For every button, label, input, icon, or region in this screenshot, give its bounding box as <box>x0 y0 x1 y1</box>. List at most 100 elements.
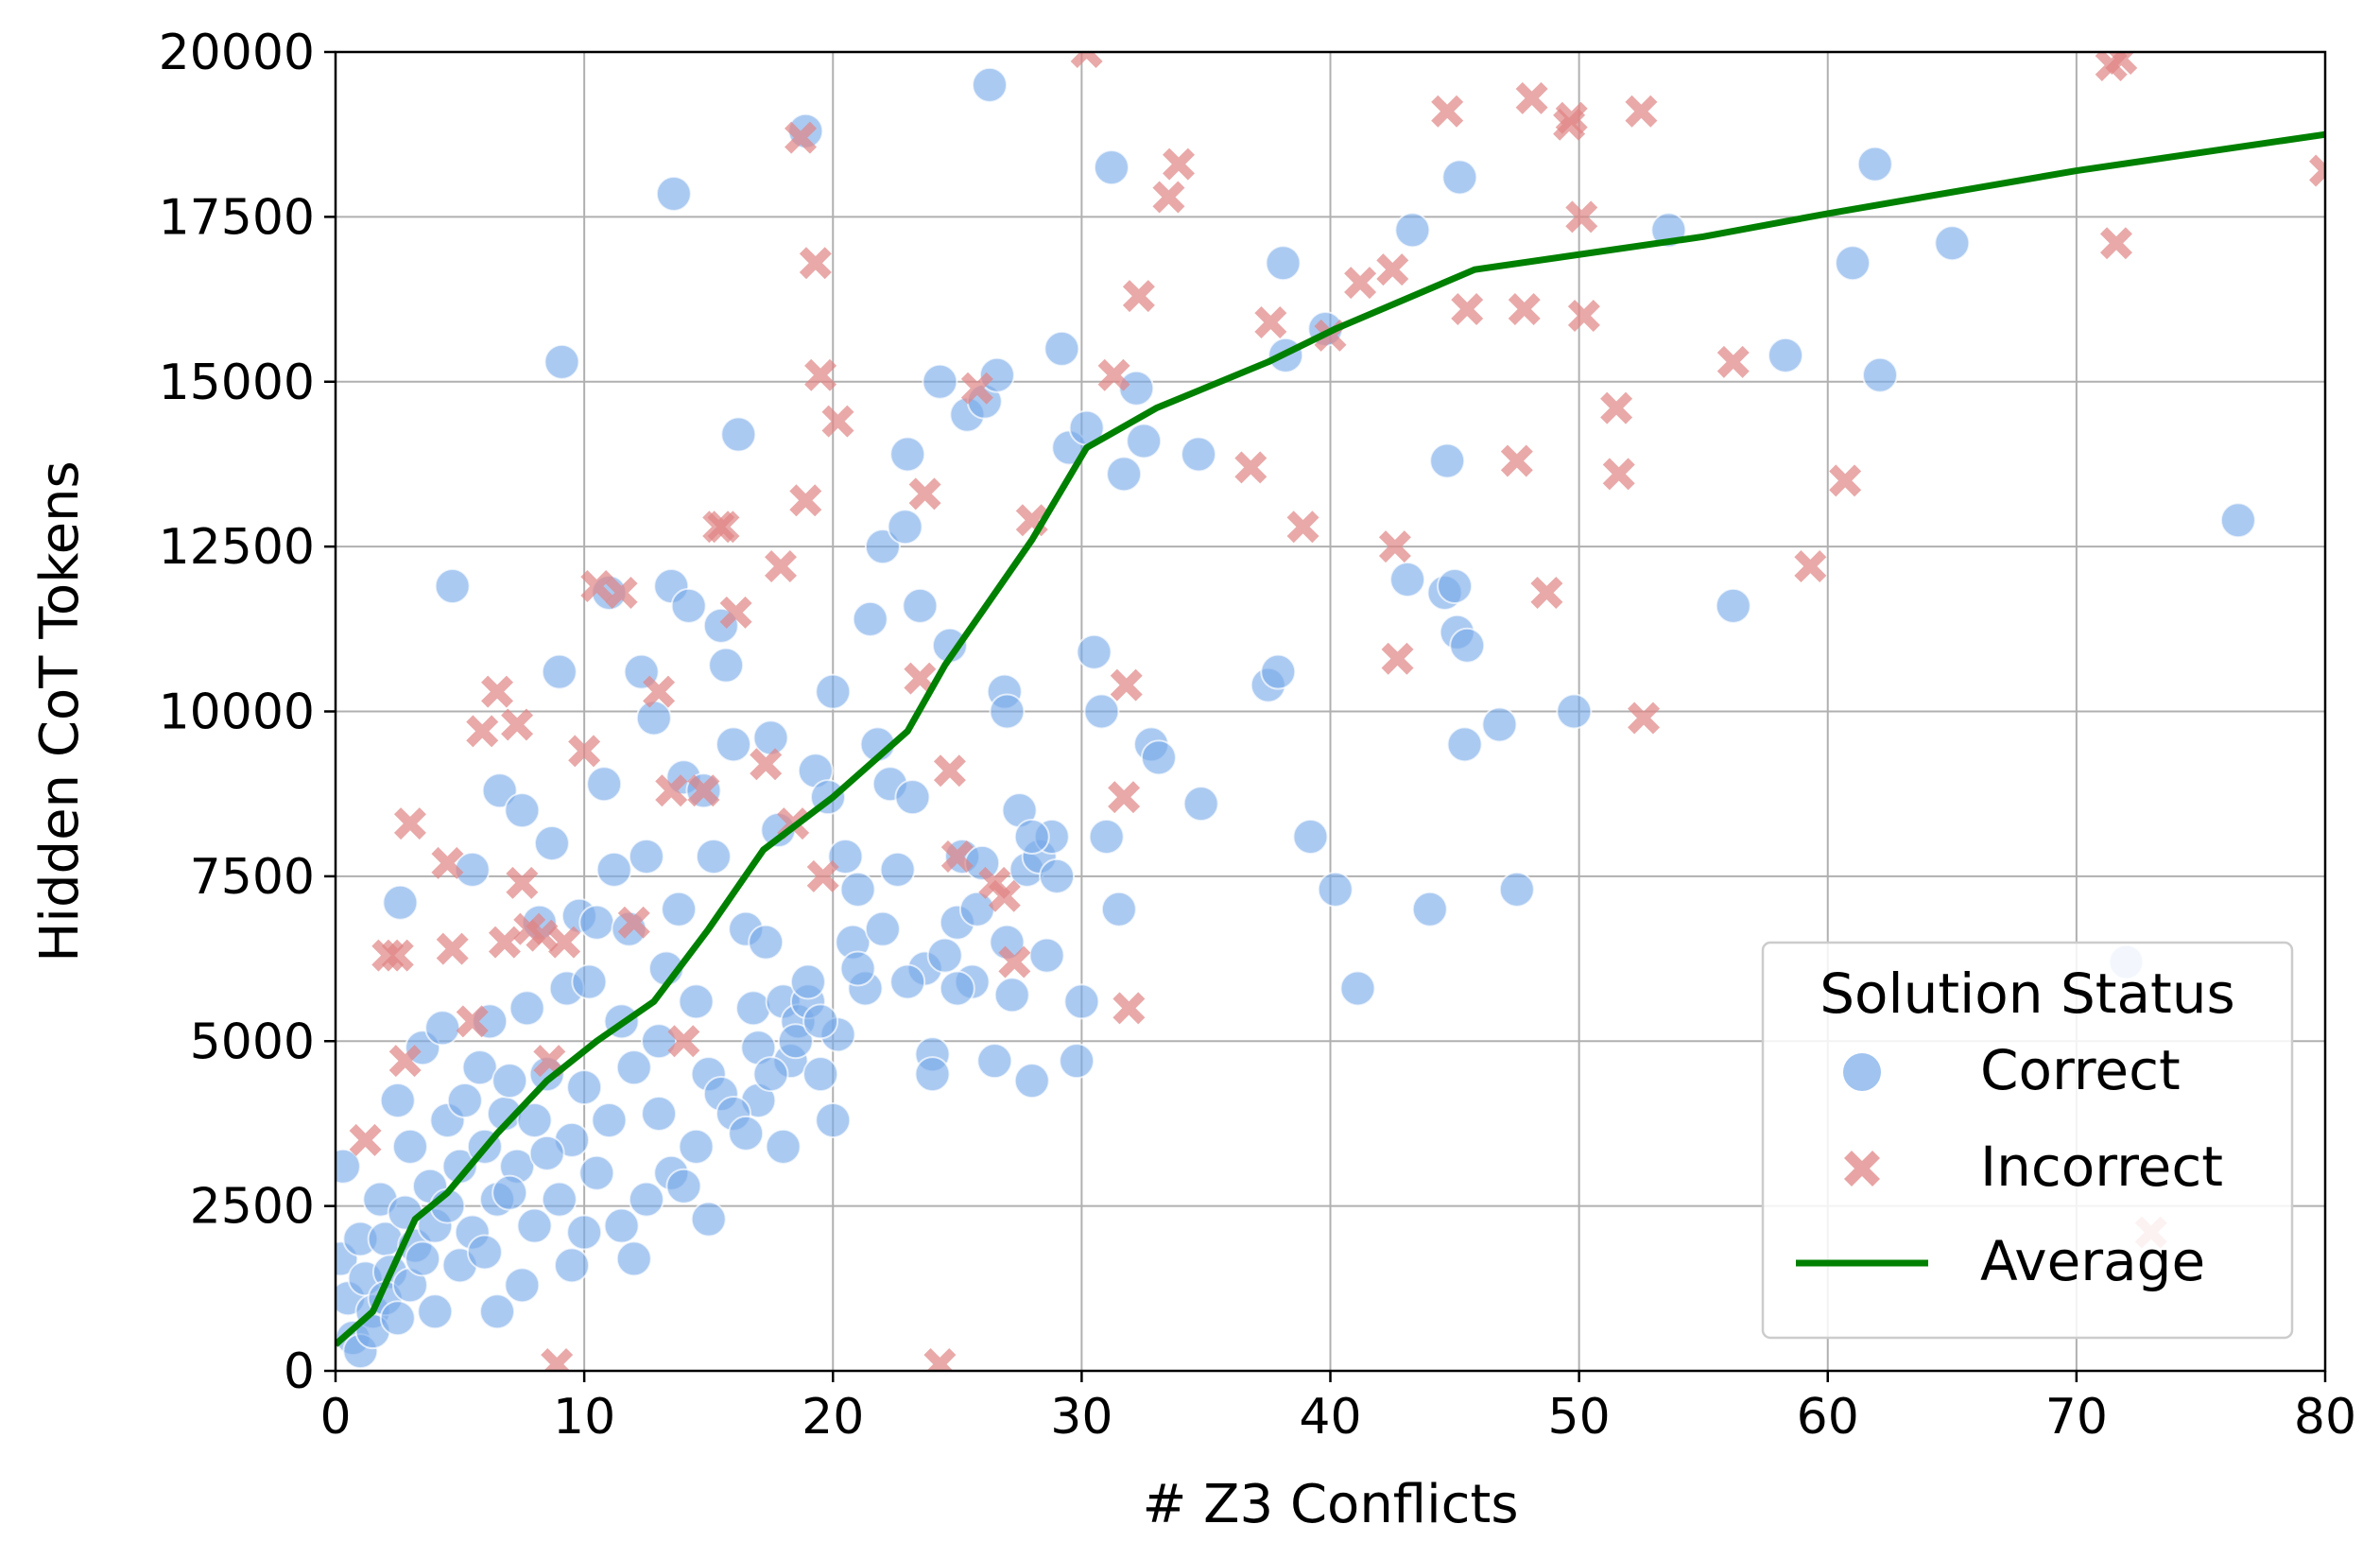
correct-point <box>655 175 692 212</box>
correct-point <box>1389 562 1426 598</box>
correct-point <box>1083 693 1120 730</box>
incorrect-point <box>1794 550 1827 583</box>
correct-point <box>695 838 732 875</box>
correct-point <box>889 436 926 473</box>
legend-incorrect-marker <box>1844 1151 1880 1187</box>
incorrect-point <box>506 866 539 899</box>
incorrect-point <box>923 1348 957 1371</box>
correct-point <box>1181 436 1217 473</box>
correct-point <box>1106 456 1143 493</box>
average-line <box>336 130 2325 1347</box>
correct-point <box>1449 627 1486 664</box>
legend-correct-marker <box>1843 1053 1881 1091</box>
incorrect-point <box>667 1025 700 1058</box>
incorrect-point <box>456 1005 489 1038</box>
incorrect-point <box>526 919 559 952</box>
correct-point <box>752 1056 789 1093</box>
correct-point <box>789 963 826 1000</box>
correct-point <box>1437 567 1474 604</box>
incorrect-point <box>605 576 638 609</box>
correct-point <box>815 673 852 710</box>
correct-point <box>1093 149 1130 186</box>
incorrect-point <box>1628 702 1661 735</box>
incorrect-point <box>388 1045 422 1078</box>
correct-point <box>1088 819 1125 856</box>
correct-point <box>541 653 578 690</box>
incorrect-point <box>1508 293 1541 326</box>
correct-point <box>728 1115 765 1152</box>
incorrect-point <box>719 596 752 629</box>
correct-point <box>543 343 580 380</box>
correct-point <box>777 1023 814 1060</box>
incorrect-point <box>481 675 514 708</box>
correct-point <box>1063 983 1100 1020</box>
incorrect-point <box>988 879 1021 912</box>
correct-point <box>852 600 888 637</box>
correct-point <box>902 587 939 624</box>
correct-point <box>1862 356 1899 393</box>
correct-point <box>894 779 931 816</box>
correct-point <box>1556 693 1593 730</box>
y-tick-label: 0 <box>284 1343 315 1400</box>
correct-point <box>441 1148 478 1185</box>
incorrect-point <box>804 358 837 391</box>
correct-point <box>492 1174 528 1211</box>
correct-point <box>382 884 419 921</box>
correct-point <box>939 970 975 1007</box>
correct-point <box>802 1056 839 1093</box>
correct-point <box>504 792 541 829</box>
legend-entry-label: Average <box>1980 1229 2205 1293</box>
correct-point <box>1441 159 1478 196</box>
incorrect-point <box>750 748 783 781</box>
incorrect-point <box>1254 305 1287 338</box>
correct-point <box>603 1207 640 1244</box>
correct-point <box>417 1293 454 1330</box>
incorrect-point <box>580 569 613 602</box>
x-tick-label: 80 <box>2294 1389 2356 1446</box>
incorrect-point <box>1565 200 1598 234</box>
correct-point <box>989 693 1026 730</box>
incorrect-point <box>1110 668 1143 702</box>
correct-point <box>615 1240 652 1277</box>
y-tick-label: 7500 <box>190 849 315 906</box>
x-tick-label: 20 <box>802 1389 864 1446</box>
incorrect-point <box>1162 147 1195 181</box>
correct-point <box>678 983 715 1020</box>
correct-point <box>720 416 757 453</box>
correct-point <box>1856 146 1893 182</box>
incorrect-point <box>1234 451 1268 484</box>
correct-point <box>628 838 664 875</box>
correct-point <box>591 1101 628 1138</box>
correct-point <box>958 891 995 927</box>
legend-entry-label: Incorrect <box>1980 1135 2223 1199</box>
correct-point <box>661 891 698 927</box>
correct-point <box>879 851 916 888</box>
correct-point <box>1411 891 1448 927</box>
correct-point <box>839 871 876 908</box>
legend-title: Solution Status <box>1819 961 2235 1026</box>
correct-point <box>1013 819 1050 856</box>
correct-point <box>716 726 751 763</box>
correct-point <box>1028 937 1065 974</box>
correct-point <box>887 509 923 546</box>
incorrect-point <box>908 477 941 511</box>
correct-point <box>641 1023 678 1060</box>
incorrect-point <box>821 405 854 438</box>
correct-point <box>1446 726 1483 763</box>
incorrect-point <box>687 774 720 807</box>
correct-point <box>2219 502 2256 539</box>
correct-point <box>553 1247 590 1284</box>
correct-point <box>765 1128 802 1165</box>
correct-point <box>541 1181 578 1218</box>
correct-point <box>528 1135 565 1171</box>
x-axis-label: # Z3 Conflicts <box>1142 1474 1518 1535</box>
correct-point <box>926 937 963 974</box>
correct-point <box>665 1168 702 1204</box>
correct-point <box>1126 423 1163 459</box>
correct-point <box>461 1049 498 1086</box>
correct-point <box>993 977 1030 1013</box>
legend-box <box>1761 941 2294 1340</box>
correct-point <box>1043 330 1080 367</box>
incorrect-point <box>466 715 499 748</box>
correct-point <box>802 1003 839 1040</box>
